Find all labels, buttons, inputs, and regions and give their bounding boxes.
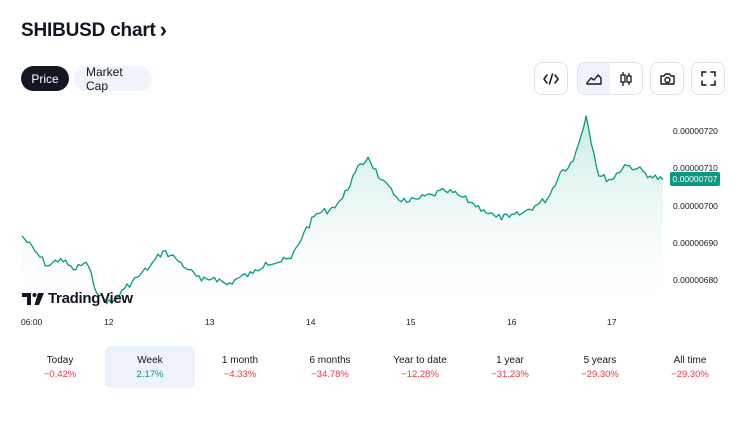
period-label: 1 month xyxy=(221,354,259,366)
fullscreen-icon xyxy=(700,71,716,86)
market-cap-toggle-button[interactable]: Market Cap xyxy=(74,65,152,93)
price-toggle-button[interactable]: Price xyxy=(21,66,69,91)
x-tick-label: 06:00 xyxy=(21,317,43,327)
y-tick-label: 0.00000700 xyxy=(673,201,718,211)
period-change: −0.42% xyxy=(43,368,77,380)
x-tick-label: 13 xyxy=(205,317,215,327)
period-label: 5 years xyxy=(583,354,617,366)
period-1-month[interactable]: 1 month −4.33% xyxy=(195,346,285,388)
x-tick-label: 14 xyxy=(306,317,316,327)
period-year-to-date[interactable]: Year to date −12.28% xyxy=(375,346,465,388)
period-change: −34.78% xyxy=(311,368,349,380)
period-selector: Today −0.42% Week 2.17% 1 month −4.33% 6… xyxy=(15,346,735,388)
period-change: −4.33% xyxy=(223,368,257,380)
area-chart-icon xyxy=(586,73,602,85)
period-6-months[interactable]: 6 months −34.78% xyxy=(285,346,375,388)
y-tick-label: 0.00000680 xyxy=(673,275,718,285)
fullscreen-button[interactable] xyxy=(691,62,725,95)
candles-icon xyxy=(620,71,632,86)
chart-type-switch xyxy=(577,62,643,95)
x-tick-label: 16 xyxy=(507,317,517,327)
embed-icon xyxy=(543,72,559,85)
screenshot-button[interactable] xyxy=(650,62,684,95)
embed-button[interactable] xyxy=(534,62,568,95)
period-label: Year to date xyxy=(393,354,447,366)
period-change: −31.23% xyxy=(491,368,529,380)
price-area-fill xyxy=(22,116,663,306)
price-chart[interactable] xyxy=(0,100,750,330)
area-chart-button[interactable] xyxy=(578,63,610,94)
period-change: 2.17% xyxy=(136,368,164,380)
x-tick-label: 15 xyxy=(406,317,416,327)
candles-chart-button[interactable] xyxy=(610,63,642,94)
period-label: Today xyxy=(46,354,74,366)
period-all-time[interactable]: All time −29.30% xyxy=(645,346,735,388)
period-label: Week xyxy=(137,354,163,366)
x-tick-label: 12 xyxy=(104,317,114,327)
chart-title-link[interactable]: SHIBUSD chart › xyxy=(21,17,167,42)
period-today[interactable]: Today −0.42% xyxy=(15,346,105,388)
y-tick-label: 0.00000720 xyxy=(673,126,718,136)
y-tick-label: 0.00000690 xyxy=(673,238,718,248)
tradingview-mark-icon xyxy=(22,292,44,305)
period-label: All time xyxy=(673,354,707,366)
period-label: 1 year xyxy=(496,354,524,366)
page-title: SHIBUSD chart xyxy=(21,20,156,41)
current-price-tag: 0.00000707 xyxy=(670,172,720,186)
period-week[interactable]: Week 2.17% xyxy=(105,346,195,388)
camera-icon xyxy=(659,72,675,85)
x-tick-label: 17 xyxy=(607,317,617,327)
price-line xyxy=(21,115,664,305)
y-tick-label: 0.00000710 xyxy=(673,163,718,173)
period-1-year[interactable]: 1 year −31.23% xyxy=(465,346,555,388)
chevron-right-icon: › xyxy=(159,17,167,42)
period-label: 6 months xyxy=(309,354,351,366)
period-5-years[interactable]: 5 years −29.30% xyxy=(555,346,645,388)
tradingview-brand-text: TradingView xyxy=(48,290,133,307)
period-change: −12.28% xyxy=(401,368,439,380)
period-change: −29.30% xyxy=(671,368,709,380)
period-change: −29.30% xyxy=(581,368,619,380)
tradingview-logo[interactable]: TradingView xyxy=(22,290,133,307)
